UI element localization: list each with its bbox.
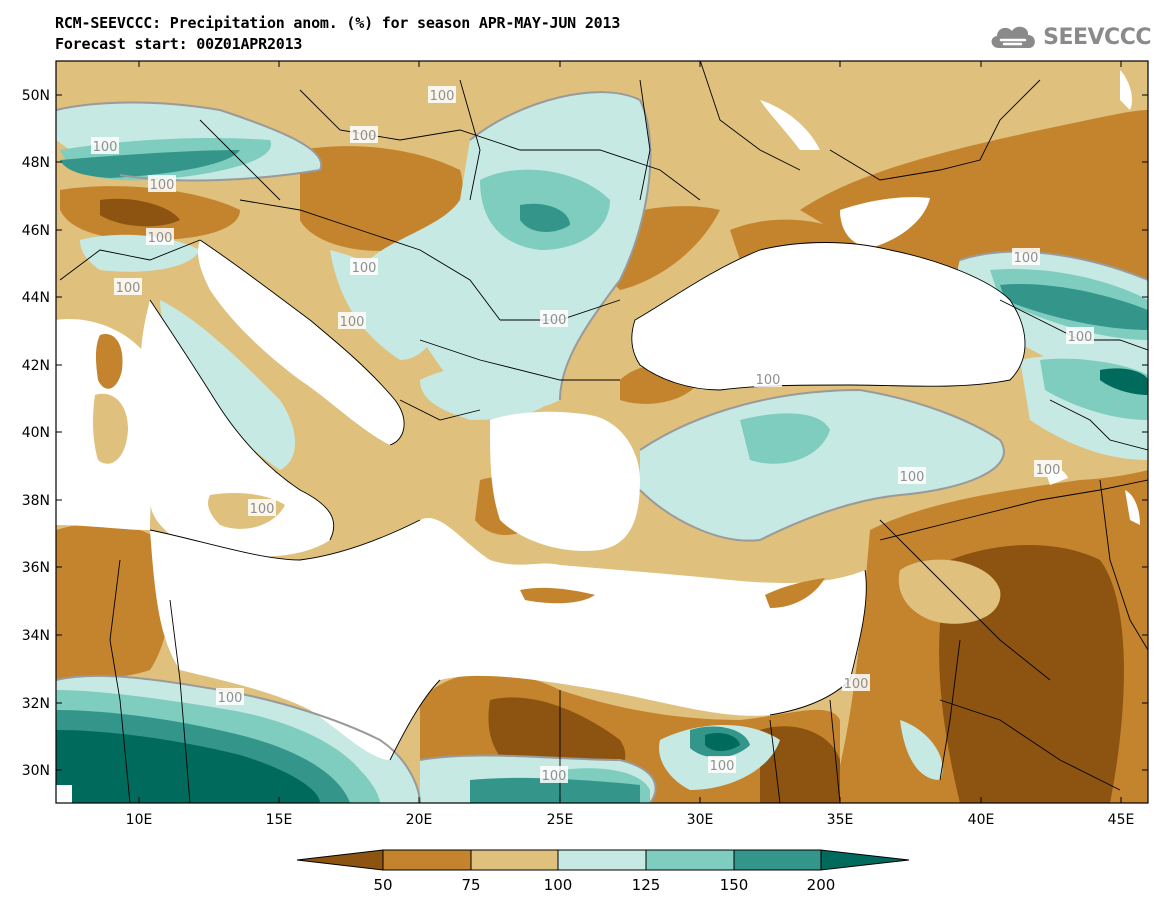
contour-label-bg [898, 467, 926, 484]
cyprus [765, 578, 825, 608]
crete [520, 587, 595, 604]
contour-label-bg [338, 312, 366, 329]
contour-label-bg [540, 310, 568, 327]
contour-label-bg [842, 674, 870, 691]
lat-label: 42N [22, 358, 50, 374]
contour-label: 100 [844, 677, 869, 692]
lat-label: 50N [22, 88, 50, 104]
cloud-icon [991, 26, 1036, 48]
contour-label-bg [1012, 248, 1040, 265]
contour-label-bg [350, 126, 378, 143]
eastern-mediterranean [150, 518, 867, 760]
lon-label: 45E [1108, 812, 1135, 828]
contour-label: 100 [340, 315, 365, 330]
contour-label-bg [1034, 460, 1062, 477]
lon-label: 20E [406, 812, 433, 828]
contour-label: 100 [710, 759, 735, 774]
colorbar: 50 75 100 125 150 200 [296, 849, 910, 894]
tyrrhenian-sea [140, 300, 334, 557]
contour-label-bg [216, 688, 244, 705]
lat-label: 40N [22, 425, 50, 441]
contour-label-bg [754, 370, 782, 387]
contour-label: 100 [116, 281, 141, 296]
lon-label: 10E [126, 812, 153, 828]
region-dry-tunisia [56, 523, 171, 680]
lon-label: 25E [547, 812, 574, 828]
lon-label: 35E [827, 812, 854, 828]
colorbar-label: 125 [632, 876, 661, 894]
contour-label-bg [248, 499, 276, 516]
seevccc-logo: SEEVCCC [987, 22, 1151, 52]
contour-label: 100 [218, 691, 243, 706]
colorbar-label: 100 [544, 876, 573, 894]
region-dry-hungary [300, 146, 463, 251]
lon-label: 40E [968, 812, 995, 828]
contour-label-bg [114, 278, 142, 295]
contour-labels: 100 100 100 100 100 100 100 100 100 100 100 100 100 1… [91, 86, 1094, 784]
contour-label: 100 [150, 178, 175, 193]
contour-label: 100 [148, 231, 173, 246]
forecast-start-label: Forecast start: 00Z01APR2013 [55, 35, 303, 53]
colorbar-segment [382, 849, 472, 871]
sea-of-azov [840, 197, 930, 248]
lat-label: 38N [22, 493, 50, 509]
contour-label-bg [148, 175, 176, 192]
lat-label: 30N [22, 763, 50, 779]
contour-label: 100 [93, 140, 118, 155]
contour-label-bg [540, 766, 568, 783]
chart-title: RCM-SEEVCCC: Precipitation anom. (%) for… [55, 14, 621, 32]
contour-label-bg [708, 756, 736, 773]
lat-label: 46N [22, 223, 50, 239]
contour-label: 100 [1068, 330, 1093, 345]
contour-label: 100 [1014, 251, 1039, 266]
contour-label-bg [91, 137, 119, 154]
lat-label: 34N [22, 628, 50, 644]
colorbar-under-triangle [296, 849, 384, 871]
contour-label: 100 [352, 129, 377, 144]
contour-label: 100 [1036, 463, 1061, 478]
colorbar-segment [645, 849, 735, 871]
logo-text: SEEVCCC [1043, 24, 1151, 50]
lat-label: 48N [22, 155, 50, 171]
contour-label: 100 [430, 89, 455, 104]
borders [59, 61, 1148, 803]
contour-label-bg [1066, 327, 1094, 344]
colorbar-label: 150 [720, 876, 749, 894]
latitude-axis: 50N 48N 46N 44N 42N 40N 38N 36N 34N 32N 30N [22, 88, 1148, 779]
adriatic-sea [198, 240, 405, 445]
contour-label: 100 [352, 261, 377, 276]
longitude-axis: 10E 15E 20E 25E 30E 35E 40E 45E [126, 61, 1135, 828]
contour-100-lines [56, 91, 1148, 803]
contour-label: 100 [250, 502, 275, 517]
contour-label: 100 [900, 470, 925, 485]
black-sea [631, 242, 1025, 390]
aegean-sea [490, 411, 640, 551]
lon-label: 15E [266, 812, 293, 828]
colorbar-label: 75 [461, 876, 480, 894]
region-wet-italy [160, 300, 295, 470]
colorbar-segment [470, 849, 559, 871]
colorbar-label: 50 [373, 876, 392, 894]
lon-label: 30E [687, 812, 714, 828]
contour-label: 100 [756, 373, 781, 388]
colorbar-over-triangle [820, 849, 910, 871]
corsica [95, 334, 123, 389]
contour-label: 100 [542, 769, 567, 784]
colorbar-segment [733, 849, 822, 871]
colorbar-label: 200 [807, 876, 836, 894]
contour-label-bg [146, 228, 174, 245]
contour-label: 100 [542, 313, 567, 328]
contour-label-bg [428, 86, 456, 103]
sardinia [93, 393, 128, 464]
lat-label: 36N [22, 560, 50, 576]
contour-label-bg [350, 258, 378, 275]
lat-label: 32N [22, 696, 50, 712]
region-wet-anatolia [640, 390, 1004, 541]
precip-field [56, 61, 1148, 803]
lat-label: 44N [22, 290, 50, 306]
colorbar-segment [557, 849, 647, 871]
